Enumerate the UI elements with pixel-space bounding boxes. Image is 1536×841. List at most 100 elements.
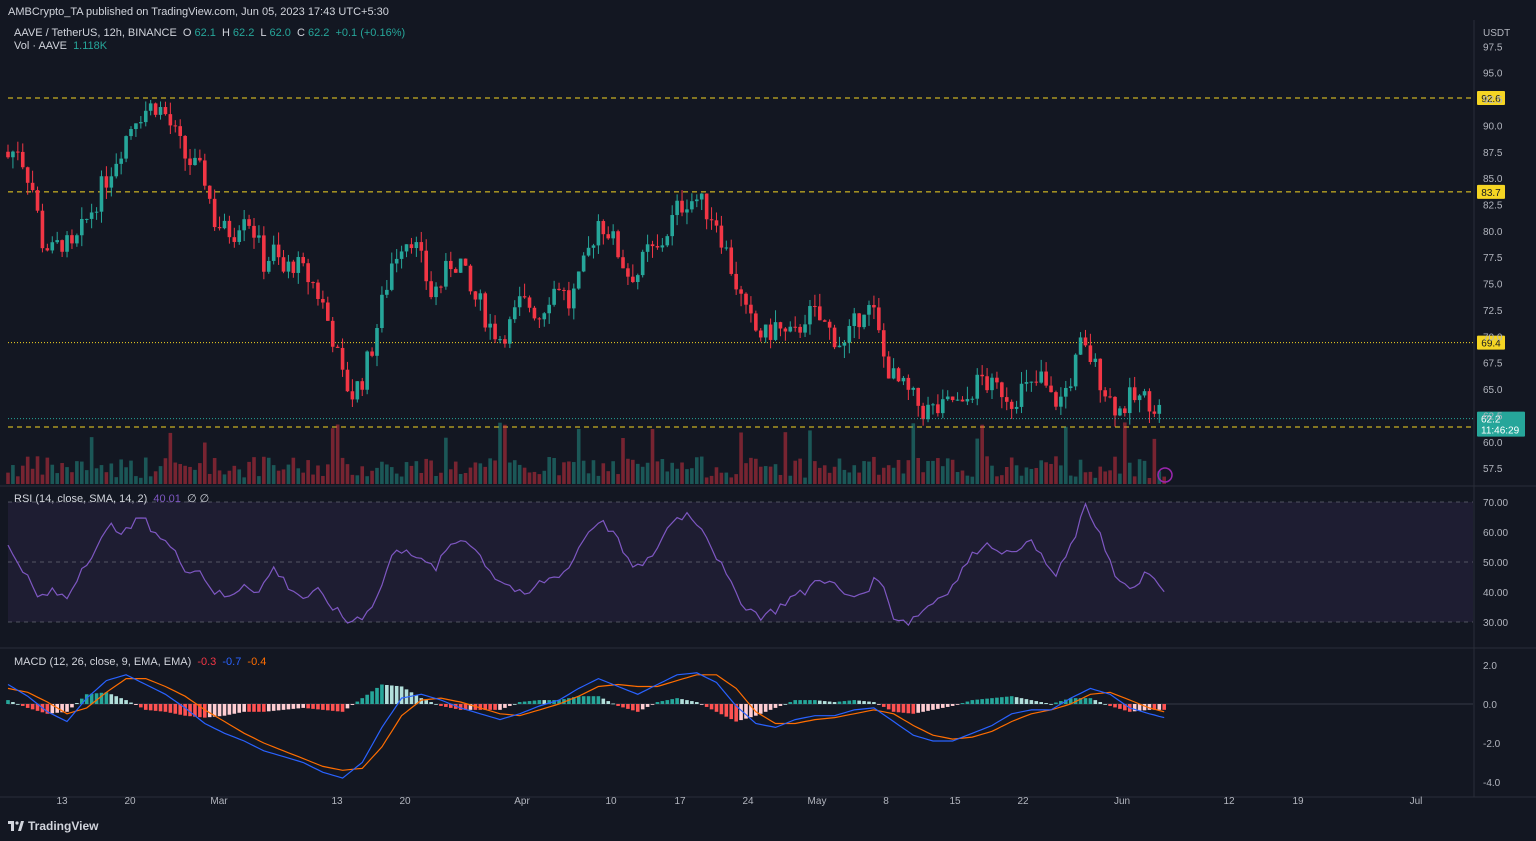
macd-hist-bar <box>685 700 689 704</box>
candle-body <box>1113 396 1117 416</box>
macd-hist-bar <box>783 704 788 705</box>
volume-bar <box>793 460 797 484</box>
macd-hist-bar <box>493 704 497 710</box>
candle-body <box>1093 358 1098 362</box>
candle-body <box>50 242 55 251</box>
macd-hist-bar <box>508 704 512 706</box>
macd-hist-bar <box>389 685 394 704</box>
volume-bar <box>262 456 266 484</box>
volume-bar <box>734 474 738 484</box>
candle-body <box>650 244 655 247</box>
candle-body <box>389 263 394 290</box>
volume-bar <box>232 465 237 484</box>
macd-hist-bar <box>286 704 291 710</box>
volume-bar <box>911 423 916 484</box>
candle-body <box>1142 391 1147 396</box>
candle-body <box>6 151 10 158</box>
macd-hist-bar <box>296 704 301 709</box>
volume-bar <box>980 424 984 484</box>
macd-hist-bar <box>626 704 630 709</box>
candle-body <box>139 122 143 124</box>
volume-bar <box>749 457 753 484</box>
candle-body <box>365 351 369 390</box>
candle-body <box>655 246 660 248</box>
volume-bar <box>886 465 891 484</box>
macd-hist-bar <box>242 704 246 712</box>
volume-bar <box>758 466 763 484</box>
candle-body <box>232 237 237 242</box>
volume-bar <box>877 474 881 484</box>
volume-bar <box>65 467 69 484</box>
macd-hist-bar <box>419 698 424 704</box>
macd-hist-bar <box>158 704 163 712</box>
volume-bar <box>813 461 817 484</box>
macd-hist-bar <box>365 694 369 704</box>
macd-legend[interactable]: MACD (12, 26, close, 9, EMA, EMA) -0.3 -… <box>14 656 269 668</box>
volume-legend[interactable]: Vol · AAVE 1.118K <box>14 40 110 52</box>
volume-bar <box>350 474 355 484</box>
price-tick: 85.0 <box>1483 174 1503 185</box>
candle-body <box>1068 386 1073 388</box>
level-tag <box>1477 335 1505 350</box>
symbol-name[interactable]: AAVE / TetherUS, 12h, BINANCE <box>14 27 177 39</box>
symbol-legend[interactable]: AAVE / TetherUS, 12h, BINANCE O 62.1 H 62.… <box>14 27 408 39</box>
candle-body <box>168 114 173 126</box>
volume-bar <box>1152 438 1157 484</box>
open-label: O <box>182 27 192 39</box>
rsi-legend[interactable]: RSI (14, close, SMA, 14, 2) 40.01 ∅ ∅ <box>14 492 212 505</box>
candle-body <box>380 294 384 328</box>
macd-hist-bar <box>611 703 615 705</box>
candle-body <box>360 381 365 390</box>
volume-bar <box>286 464 291 484</box>
volume-bar <box>99 465 104 484</box>
volume-bar <box>1093 477 1098 484</box>
volume-bar <box>375 467 379 484</box>
volume-bar <box>704 477 709 484</box>
macd-hist-bar <box>970 700 975 704</box>
price-tick: 97.5 <box>1483 42 1503 53</box>
volume-bar <box>675 468 679 484</box>
volume-bar <box>483 466 488 484</box>
close-value: 62.2 <box>307 27 330 39</box>
tradingview-logo[interactable]: TradingView <box>8 819 98 833</box>
candle-body <box>773 322 778 340</box>
candle-body <box>414 242 419 249</box>
candle-body <box>153 103 158 115</box>
tradingview-logo-icon <box>8 821 24 831</box>
volume-bar <box>567 461 571 484</box>
volume-bar <box>11 465 15 484</box>
volume-bar <box>498 422 502 484</box>
volume-bar <box>301 472 305 484</box>
volume-bar <box>631 459 635 484</box>
volume-bar <box>906 460 911 484</box>
macd-hist-bar <box>360 698 365 704</box>
macd-hist-bar <box>670 699 674 704</box>
candle-body <box>990 377 994 391</box>
candle-body <box>55 240 59 243</box>
volume-bar <box>763 466 768 484</box>
candle-body <box>296 257 301 273</box>
candle-body <box>109 176 114 188</box>
candle-body <box>872 305 876 308</box>
volume-bar <box>16 476 20 484</box>
macd-hist-bar <box>803 700 807 704</box>
volume-bar <box>665 471 670 484</box>
candle-body <box>601 221 606 235</box>
volume-bar <box>896 459 901 484</box>
candle-body <box>709 219 714 221</box>
volume-bar <box>532 471 537 484</box>
macd-hist-bar <box>768 704 773 710</box>
candle-body <box>434 286 438 298</box>
macd-hist-bar <box>512 704 517 705</box>
volume-bar <box>1078 459 1083 484</box>
candle-body <box>16 151 20 153</box>
macd-hist-bar <box>522 701 527 704</box>
candle-body <box>626 268 630 277</box>
macd-hist-bar <box>409 692 414 704</box>
volume-bar <box>198 463 202 484</box>
candle-body <box>704 193 709 220</box>
volume-bar <box>148 476 153 484</box>
macd-hist-bar <box>621 704 625 708</box>
volume-bar <box>921 472 925 484</box>
